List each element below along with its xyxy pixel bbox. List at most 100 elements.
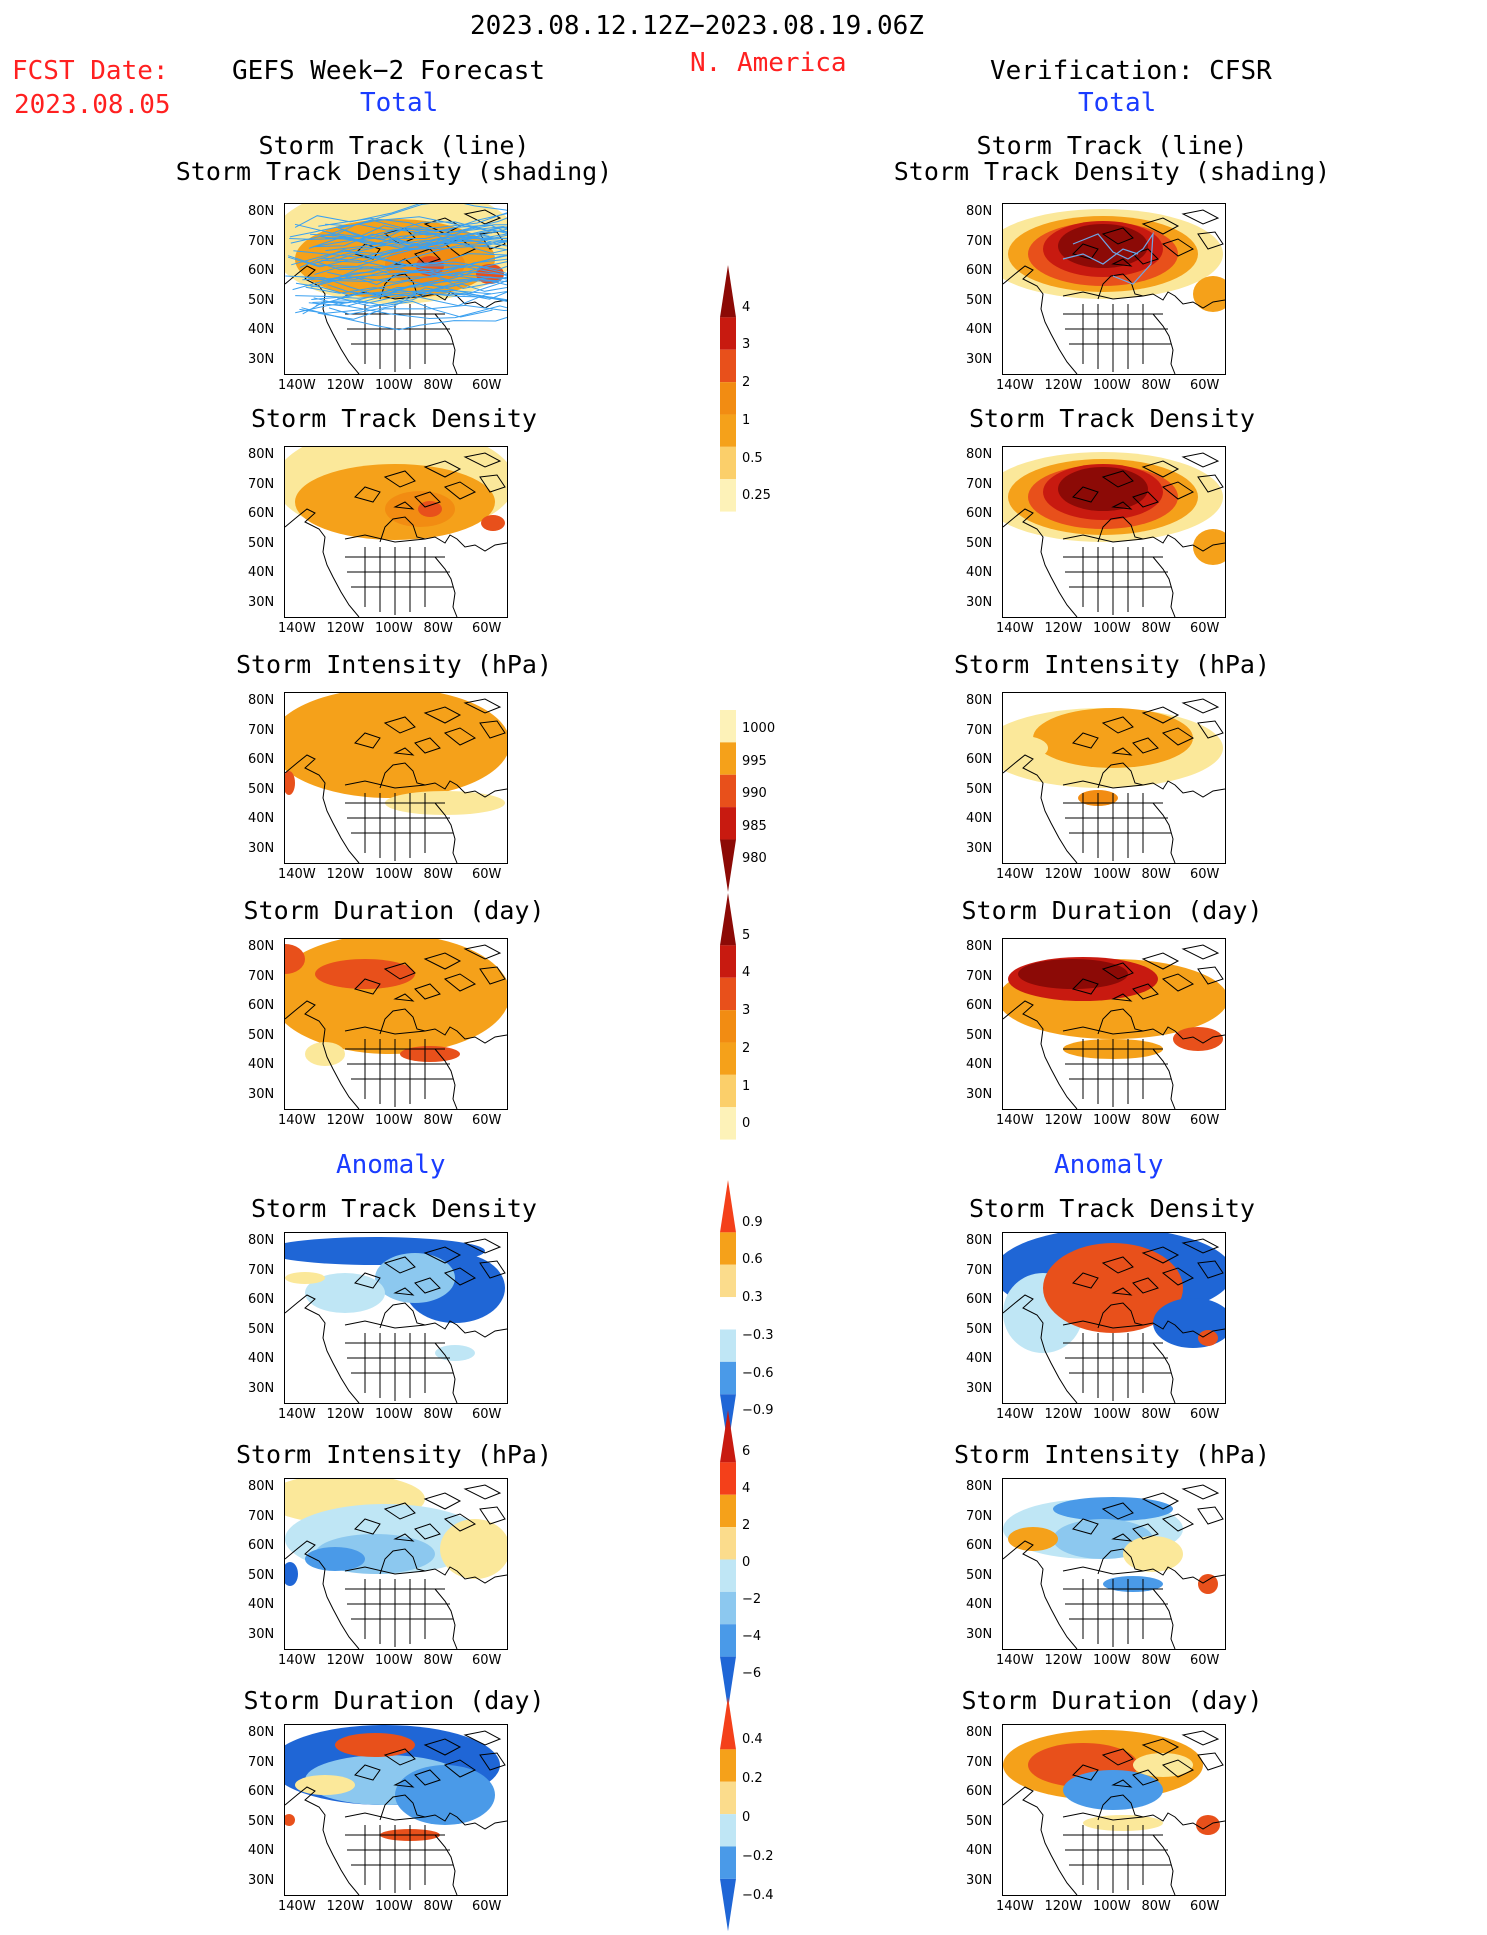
lat-label: 30N	[966, 351, 993, 367]
lat-label: 80N	[248, 693, 275, 708]
right-track-title: Storm Track (line) Storm Track Density (…	[882, 132, 1342, 187]
coastlines	[285, 944, 507, 1109]
lon-label: 60W	[1190, 378, 1220, 393]
lon-label: 120W	[1044, 1899, 1083, 1914]
colorbar-swatch	[720, 1264, 736, 1298]
colorbar-tick-label: 0.5	[742, 450, 763, 466]
shading-region	[285, 693, 507, 798]
lon-label: 120W	[1044, 867, 1083, 882]
lon-label: 100W	[1093, 621, 1131, 636]
lon-label: 100W	[375, 1899, 413, 1914]
colorbar-tick-label: 3	[742, 1003, 751, 1019]
colorbar-tick-label: 0.25	[742, 488, 771, 504]
lat-label: 30N	[966, 1380, 993, 1396]
region-label: N. America	[690, 48, 847, 78]
colorbar-swatch	[720, 349, 736, 383]
lon-label: 100W	[1093, 1899, 1131, 1914]
lat-label: 70N	[966, 1508, 993, 1524]
colorbar-tick-label: 0.9	[742, 1214, 763, 1230]
lat-label: 60N	[966, 752, 993, 767]
lon-label: 140W	[278, 1899, 316, 1914]
lat-label: 40N	[966, 322, 993, 337]
lat-label: 50N	[248, 1567, 275, 1583]
colorbar-swatch	[720, 1410, 736, 1463]
lat-label: 30N	[966, 840, 993, 856]
right-anom-density-title: Storm Track Density	[969, 1194, 1255, 1223]
lon-label: 140W	[278, 1113, 316, 1128]
colorbar-tick-label: 0	[742, 1809, 751, 1825]
forecast-anom-density-map	[284, 1232, 508, 1404]
lat-label: 60N	[248, 263, 275, 278]
colorbar-tick-label: 1	[742, 1078, 751, 1094]
shading-region	[1123, 1536, 1183, 1572]
colorbar-tick-label: 0.3	[742, 1290, 763, 1306]
lon-label: 60W	[1190, 1113, 1220, 1128]
lon-label: 80W	[1141, 378, 1171, 393]
lat-label: 60N	[248, 1784, 275, 1799]
lat-label: 50N	[966, 1813, 993, 1829]
lat-label: 30N	[966, 594, 993, 610]
colorbar-duration-total: 5 4 3 2 1 0	[718, 893, 750, 1164]
lat-label: 40N	[248, 811, 275, 826]
shading-region	[335, 1733, 415, 1757]
lon-label: 60W	[472, 1899, 502, 1914]
lon-label: 100W	[375, 867, 413, 882]
colorbar-swatch	[720, 1814, 736, 1847]
lon-label: 140W	[996, 1113, 1034, 1128]
lat-label: 50N	[966, 781, 993, 797]
lon-label: 60W	[1190, 621, 1220, 636]
colorbar-swatch	[720, 977, 736, 1011]
coastlines	[285, 1484, 507, 1649]
lat-label: 70N	[966, 1754, 993, 1770]
right-intensity-title: Storm Intensity (hPa)	[953, 650, 1271, 679]
left-intensity-title: Storm Intensity (hPa)	[235, 650, 553, 679]
lon-label: 100W	[375, 621, 413, 636]
lat-label: 80N	[248, 447, 275, 462]
colorbar-tick-label: 2	[742, 375, 751, 391]
lat-label: 60N	[248, 998, 275, 1013]
lat-label: 60N	[966, 506, 993, 521]
colorbar-tick-label: 5	[742, 927, 751, 943]
lon-label: 100W	[375, 378, 413, 393]
lon-label: 80W	[1141, 1899, 1171, 1914]
lat-label: 40N	[966, 1351, 993, 1366]
lat-label: 80N	[966, 447, 993, 462]
lat-label: 60N	[966, 1292, 993, 1307]
lat-label: 80N	[966, 1479, 993, 1494]
lat-label: 40N	[248, 565, 275, 580]
colorbar-tick-label: 0.6	[742, 1252, 763, 1268]
colorbar-tick-label: 1000	[742, 721, 776, 737]
verification-anom-duration-map	[1002, 1724, 1226, 1896]
lat-label: 60N	[966, 1784, 993, 1799]
colorbar-intensity-anom: 6 4 2 0 −2 −4 −6	[718, 1410, 761, 1713]
left-duration-title: Storm Duration (day)	[243, 896, 545, 925]
shading-region	[1058, 224, 1148, 268]
colorbar-tick-label: 980	[742, 850, 767, 866]
lon-label: 140W	[278, 1653, 316, 1668]
lon-label: 140W	[278, 621, 316, 636]
lon-label: 80W	[423, 867, 453, 882]
verification-density-map	[1002, 446, 1226, 618]
lon-label: 60W	[1190, 867, 1220, 882]
shading-region	[1008, 1527, 1058, 1551]
lon-label: 140W	[996, 1653, 1034, 1668]
panel-title-line2: Storm Track Density (shading)	[893, 157, 1331, 187]
left-column-title: GEFS Week−2 Forecast	[232, 56, 546, 86]
lon-label: 120W	[326, 1653, 365, 1668]
lat-label: 70N	[248, 233, 275, 249]
lon-label: 60W	[1190, 1653, 1220, 1668]
shading-region	[481, 515, 505, 531]
colorbar-tick-label: −0.2	[742, 1848, 774, 1864]
colorbar-swatch	[720, 1107, 736, 1140]
shading-region	[305, 1547, 365, 1571]
lat-label: 30N	[248, 1086, 275, 1102]
coastlines	[1003, 1238, 1225, 1403]
colorbar-swatch	[720, 265, 736, 318]
lon-label: 100W	[1093, 1407, 1131, 1422]
shading-region	[1196, 1815, 1220, 1835]
shading-region	[285, 1814, 295, 1826]
colorbar-swatch	[720, 1846, 736, 1879]
shading-region	[285, 771, 295, 795]
colorbar-tick-label: 4	[742, 299, 751, 315]
shading-region	[285, 939, 507, 1054]
